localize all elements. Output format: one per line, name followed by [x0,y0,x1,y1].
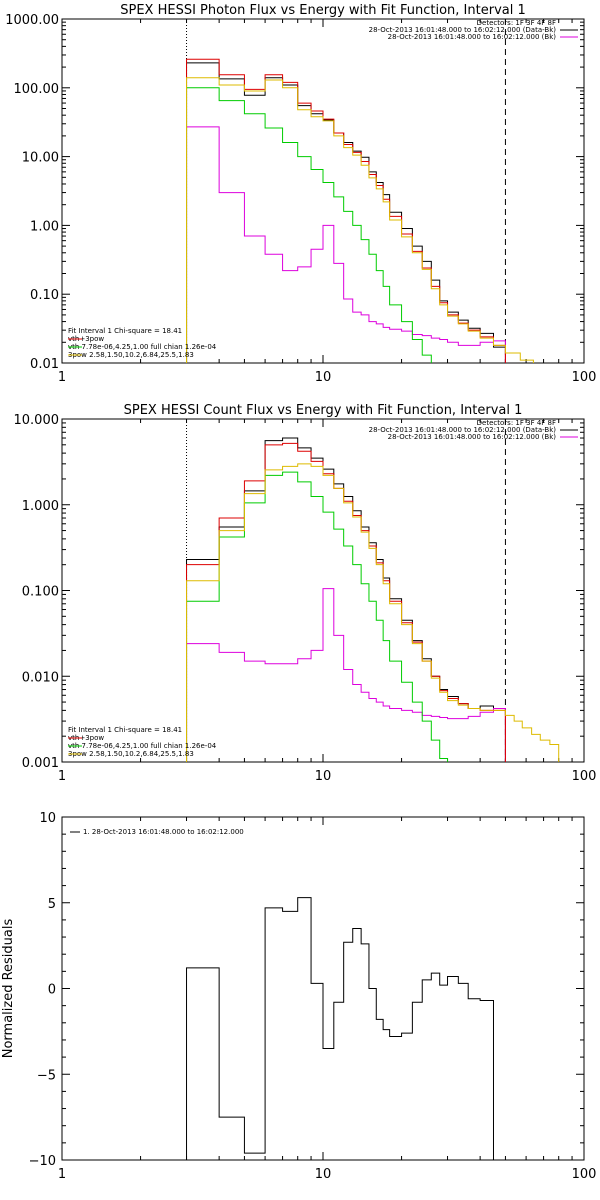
series-line-0 [186,62,506,363]
x-tick-label: 1 [58,370,66,385]
series-line-3 [186,471,506,762]
y-tick-label: 10.000 [14,413,60,428]
y-tick-label: 1000.00 [5,13,59,28]
y-tick-label: 0.010 [22,670,59,685]
y-tick-label: −5 [37,1068,56,1083]
legend-top-entry: Detectors: 1F 3F 4F 8F [477,419,556,427]
legend-top-entry: 28-Oct-2013 16:01:48.000 to 16:02:12.000… [369,26,557,34]
x-tick-label: 100 [572,1167,597,1182]
y-tick-label: 0.100 [22,585,59,600]
legend-bottom-entry: 3pow 2.58,1.50,10.2,6.84,25.5,1.83 [68,750,194,758]
count-flux-plot: SPEX HESSI Count Flux vs Energy with Fit… [14,403,597,784]
x-tick-label: 1 [58,1167,66,1182]
y-tick-label: 0 [48,983,56,998]
chart-title: SPEX HESSI Photon Flux vs Energy with Fi… [120,3,526,18]
photon-flux-plot: SPEX HESSI Photon Flux vs Energy with Fi… [5,3,596,385]
residuals-plot: 1 10 100 −10 −5 0 5 10 Normalized Residuals 1. 28… [1,811,596,1182]
series-line-0 [186,437,506,762]
series-line-3 [186,87,506,363]
series-line-4 [186,463,560,762]
series-line-1 [186,588,506,762]
plot-area [186,897,506,1160]
x-tick-label: 10 [315,370,332,385]
legend-bottom-entry: vth+3pow [68,734,104,742]
x-tick-label: 10 [315,1167,332,1182]
y-tick-label: −10 [29,1154,56,1169]
x-tick-label: 1 [58,769,66,784]
chart-title: SPEX HESSI Count Flux vs Energy with Fit… [124,403,523,418]
y-tick-label: 0.10 [30,288,59,303]
y-tick-label: 10.00 [22,151,59,166]
legend-bottom-entry: Fit Interval 1 Chi-square = 18.41 [68,726,182,734]
y-tick-label: 100.00 [14,82,60,97]
legend-bottom-entry: Fit Interval 1 Chi-square = 18.41 [68,327,182,335]
plot-area [186,19,560,363]
series-line-4 [186,77,560,363]
legend-entry: 1. 28-Oct-2013 16:01:48.000 to 16:02:12.… [83,828,244,836]
legend-bottom-entry: vth 7.78e-06,4.25,1.00 full chian 1.26e-… [68,343,217,351]
series-line-2 [186,442,506,762]
legend-top-entry: Detectors: 1F 3F 4F 8F [477,19,556,27]
y-tick-label: 0.001 [22,756,59,771]
x-tick-label: 100 [572,370,597,385]
series-line-0 [186,897,506,1160]
legend-top-entry: 28-Oct-2013 16:01:48.000 to 16:02:12.000… [388,433,557,441]
y-tick-label: 5 [48,897,56,912]
y-tick-label: 1.000 [22,499,59,514]
plot-area [186,419,560,762]
series-line-1 [186,126,506,363]
y-tick-label: 10 [39,811,56,826]
legend-bottom-entry: 3pow 2.58,1.50,10.2,6.84,25.5,1.83 [68,351,194,359]
legend-top-entry: 28-Oct-2013 16:01:48.000 to 16:02:12.000… [388,33,557,41]
y-tick-label: 0.01 [30,357,59,372]
y-tick-label: 1.00 [30,219,59,234]
x-tick-label: 100 [572,769,597,784]
y-axis-label: Normalized Residuals [1,919,16,1059]
x-tick-label: 10 [315,769,332,784]
legend-bottom-entry: vth 7.78e-06,4.25,1.00 full chian 1.26e-… [68,742,217,750]
legend-top-entry: 28-Oct-2013 16:01:48.000 to 16:02:12.000… [369,426,557,434]
legend-bottom-entry: vth+3pow [68,335,104,343]
